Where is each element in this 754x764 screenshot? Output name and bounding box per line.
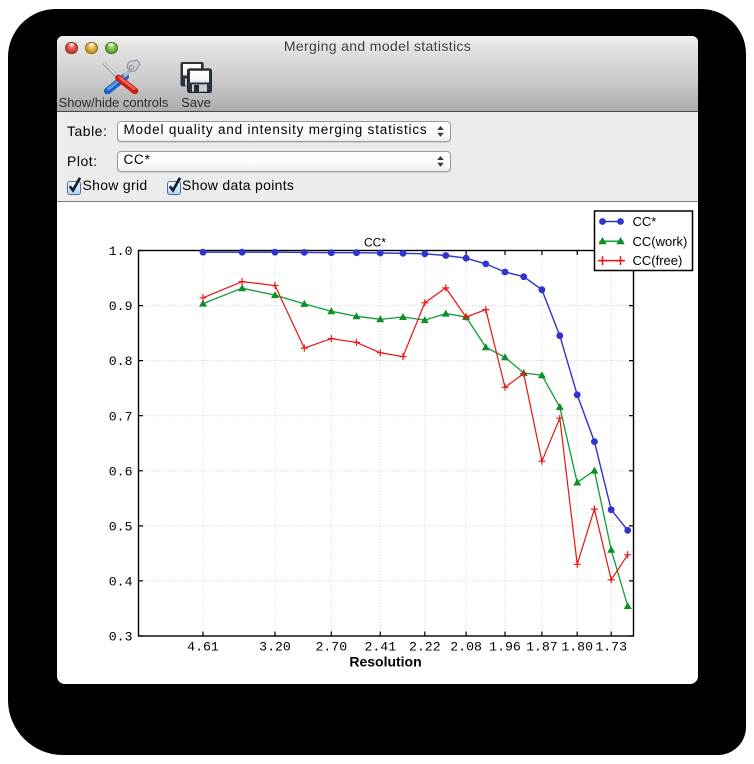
svg-text:2.41: 2.41 <box>364 640 396 655</box>
svg-text:2.70: 2.70 <box>315 640 347 655</box>
svg-text:1.0: 1.0 <box>109 244 133 259</box>
svg-text:0.7: 0.7 <box>109 409 133 424</box>
svg-text:Resolution: Resolution <box>349 654 421 670</box>
svg-text:0.3: 0.3 <box>109 630 133 645</box>
svg-text:2.22: 2.22 <box>409 640 441 655</box>
svg-text:0.6: 0.6 <box>109 464 133 479</box>
svg-text:CC*: CC* <box>364 236 386 250</box>
svg-text:0.4: 0.4 <box>109 575 133 590</box>
svg-text:0.9: 0.9 <box>109 299 133 314</box>
svg-text:3.20: 3.20 <box>259 640 291 655</box>
svg-text:1.87: 1.87 <box>526 640 558 655</box>
svg-text:1.96: 1.96 <box>489 640 521 655</box>
svg-text:CC(free): CC(free) <box>633 253 683 268</box>
svg-text:4.61: 4.61 <box>187 640 219 655</box>
svg-text:CC(work): CC(work) <box>633 234 688 249</box>
svg-text:1.80: 1.80 <box>561 640 593 655</box>
svg-text:CC*: CC* <box>633 214 657 229</box>
svg-text:0.5: 0.5 <box>109 520 133 535</box>
svg-text:0.8: 0.8 <box>109 354 133 369</box>
svg-text:1.73: 1.73 <box>595 640 627 655</box>
svg-text:2.08: 2.08 <box>450 640 482 655</box>
